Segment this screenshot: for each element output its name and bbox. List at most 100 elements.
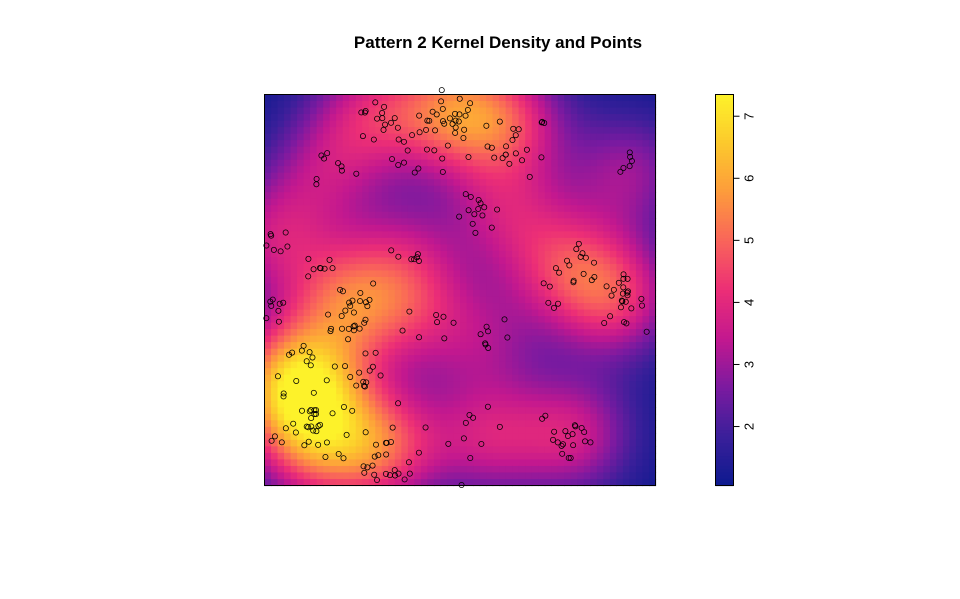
heat-cell [629, 244, 637, 252]
heat-cell [512, 224, 520, 232]
heat-cell [518, 387, 526, 395]
heat-cell [564, 348, 572, 356]
heat-cell [433, 407, 442, 415]
heat-cell [433, 478, 442, 487]
heat-cell [590, 283, 598, 291]
heat-cell [401, 361, 409, 369]
heat-cell [290, 166, 298, 174]
heat-cell [629, 452, 637, 461]
heat-cell [323, 420, 331, 428]
heat-cell [629, 335, 637, 343]
heat-cell [622, 257, 631, 265]
heat-cell [525, 257, 533, 265]
heat-cell [544, 446, 552, 454]
heat-cell [486, 472, 494, 480]
heat-cell [473, 107, 481, 115]
heat-cell [277, 133, 285, 141]
heat-cell [570, 374, 578, 382]
heat-cell [433, 472, 442, 480]
heat-cell [264, 478, 272, 487]
heat-cell [557, 381, 565, 389]
heat-cell [414, 237, 422, 245]
colorbar-swatch [715, 159, 734, 164]
heat-cell [648, 185, 657, 193]
heat-cell [310, 205, 318, 213]
data-point [356, 325, 363, 332]
data-point [380, 126, 387, 133]
heat-cell [486, 478, 494, 487]
heat-cell [284, 446, 292, 454]
heat-cell [577, 120, 585, 128]
heat-cell [433, 263, 442, 272]
heat-cell [479, 127, 487, 135]
heat-cell [407, 166, 415, 174]
heat-cell [310, 296, 318, 304]
heat-cell [512, 133, 520, 141]
heat-cell [499, 309, 507, 317]
heat-cell [596, 101, 604, 109]
heat-cell [544, 426, 552, 434]
heat-cell [642, 374, 650, 382]
heat-cell [323, 224, 331, 232]
heat-cell [518, 394, 526, 402]
heat-cell [525, 231, 533, 239]
heat-cell [349, 290, 357, 298]
heat-cell [401, 368, 409, 376]
heat-cell [342, 107, 350, 115]
heat-cell [570, 107, 578, 115]
heat-cell [479, 478, 487, 487]
heat-cell [512, 381, 520, 389]
heat-cell [512, 140, 520, 148]
heat-cell [635, 133, 644, 141]
heat-cell [440, 394, 448, 402]
heat-cell [323, 407, 331, 415]
heat-cell [342, 322, 350, 330]
heat-cell [473, 172, 481, 180]
heat-cell [544, 270, 552, 278]
heat-cell [512, 244, 520, 252]
heat-cell [375, 290, 383, 298]
heat-cell [446, 133, 455, 141]
heat-cell [635, 381, 644, 389]
heat-cell [499, 166, 507, 174]
heat-cell [642, 140, 650, 148]
heat-cell [303, 244, 311, 252]
heat-cell [583, 166, 591, 174]
heat-cell [518, 361, 526, 369]
heat-cell [433, 205, 442, 213]
heat-cell [401, 394, 409, 402]
heat-cell [479, 368, 487, 376]
heat-cell [264, 303, 272, 311]
heat-cell [349, 400, 357, 408]
heat-cell [427, 198, 435, 206]
heat-cell [290, 159, 298, 167]
heat-cell [642, 159, 650, 167]
heat-cell [401, 257, 409, 265]
data-point [499, 155, 506, 162]
heat-cell [486, 316, 494, 324]
heat-cell [570, 335, 578, 343]
heat-cell [427, 192, 435, 200]
heat-cell [342, 244, 350, 252]
heat-cell [603, 472, 611, 480]
heat-cell [460, 218, 468, 226]
heat-cell [290, 127, 298, 135]
heat-cell [323, 361, 331, 369]
heat-cell [433, 172, 442, 180]
heat-cell [290, 348, 298, 356]
heat-cell [460, 342, 468, 350]
heat-cell [446, 478, 455, 487]
heat-cell [394, 329, 402, 337]
data-point [350, 323, 357, 330]
heat-cell [375, 276, 383, 285]
heat-cell [290, 101, 298, 109]
heat-cell [512, 218, 520, 226]
heat-cell [492, 120, 500, 128]
heat-cell [518, 185, 526, 193]
heat-cell [505, 140, 513, 148]
heat-cell [629, 250, 637, 259]
data-point [292, 429, 299, 436]
heat-cell [486, 120, 494, 128]
heat-cell [629, 329, 637, 337]
heat-cell [596, 179, 604, 187]
